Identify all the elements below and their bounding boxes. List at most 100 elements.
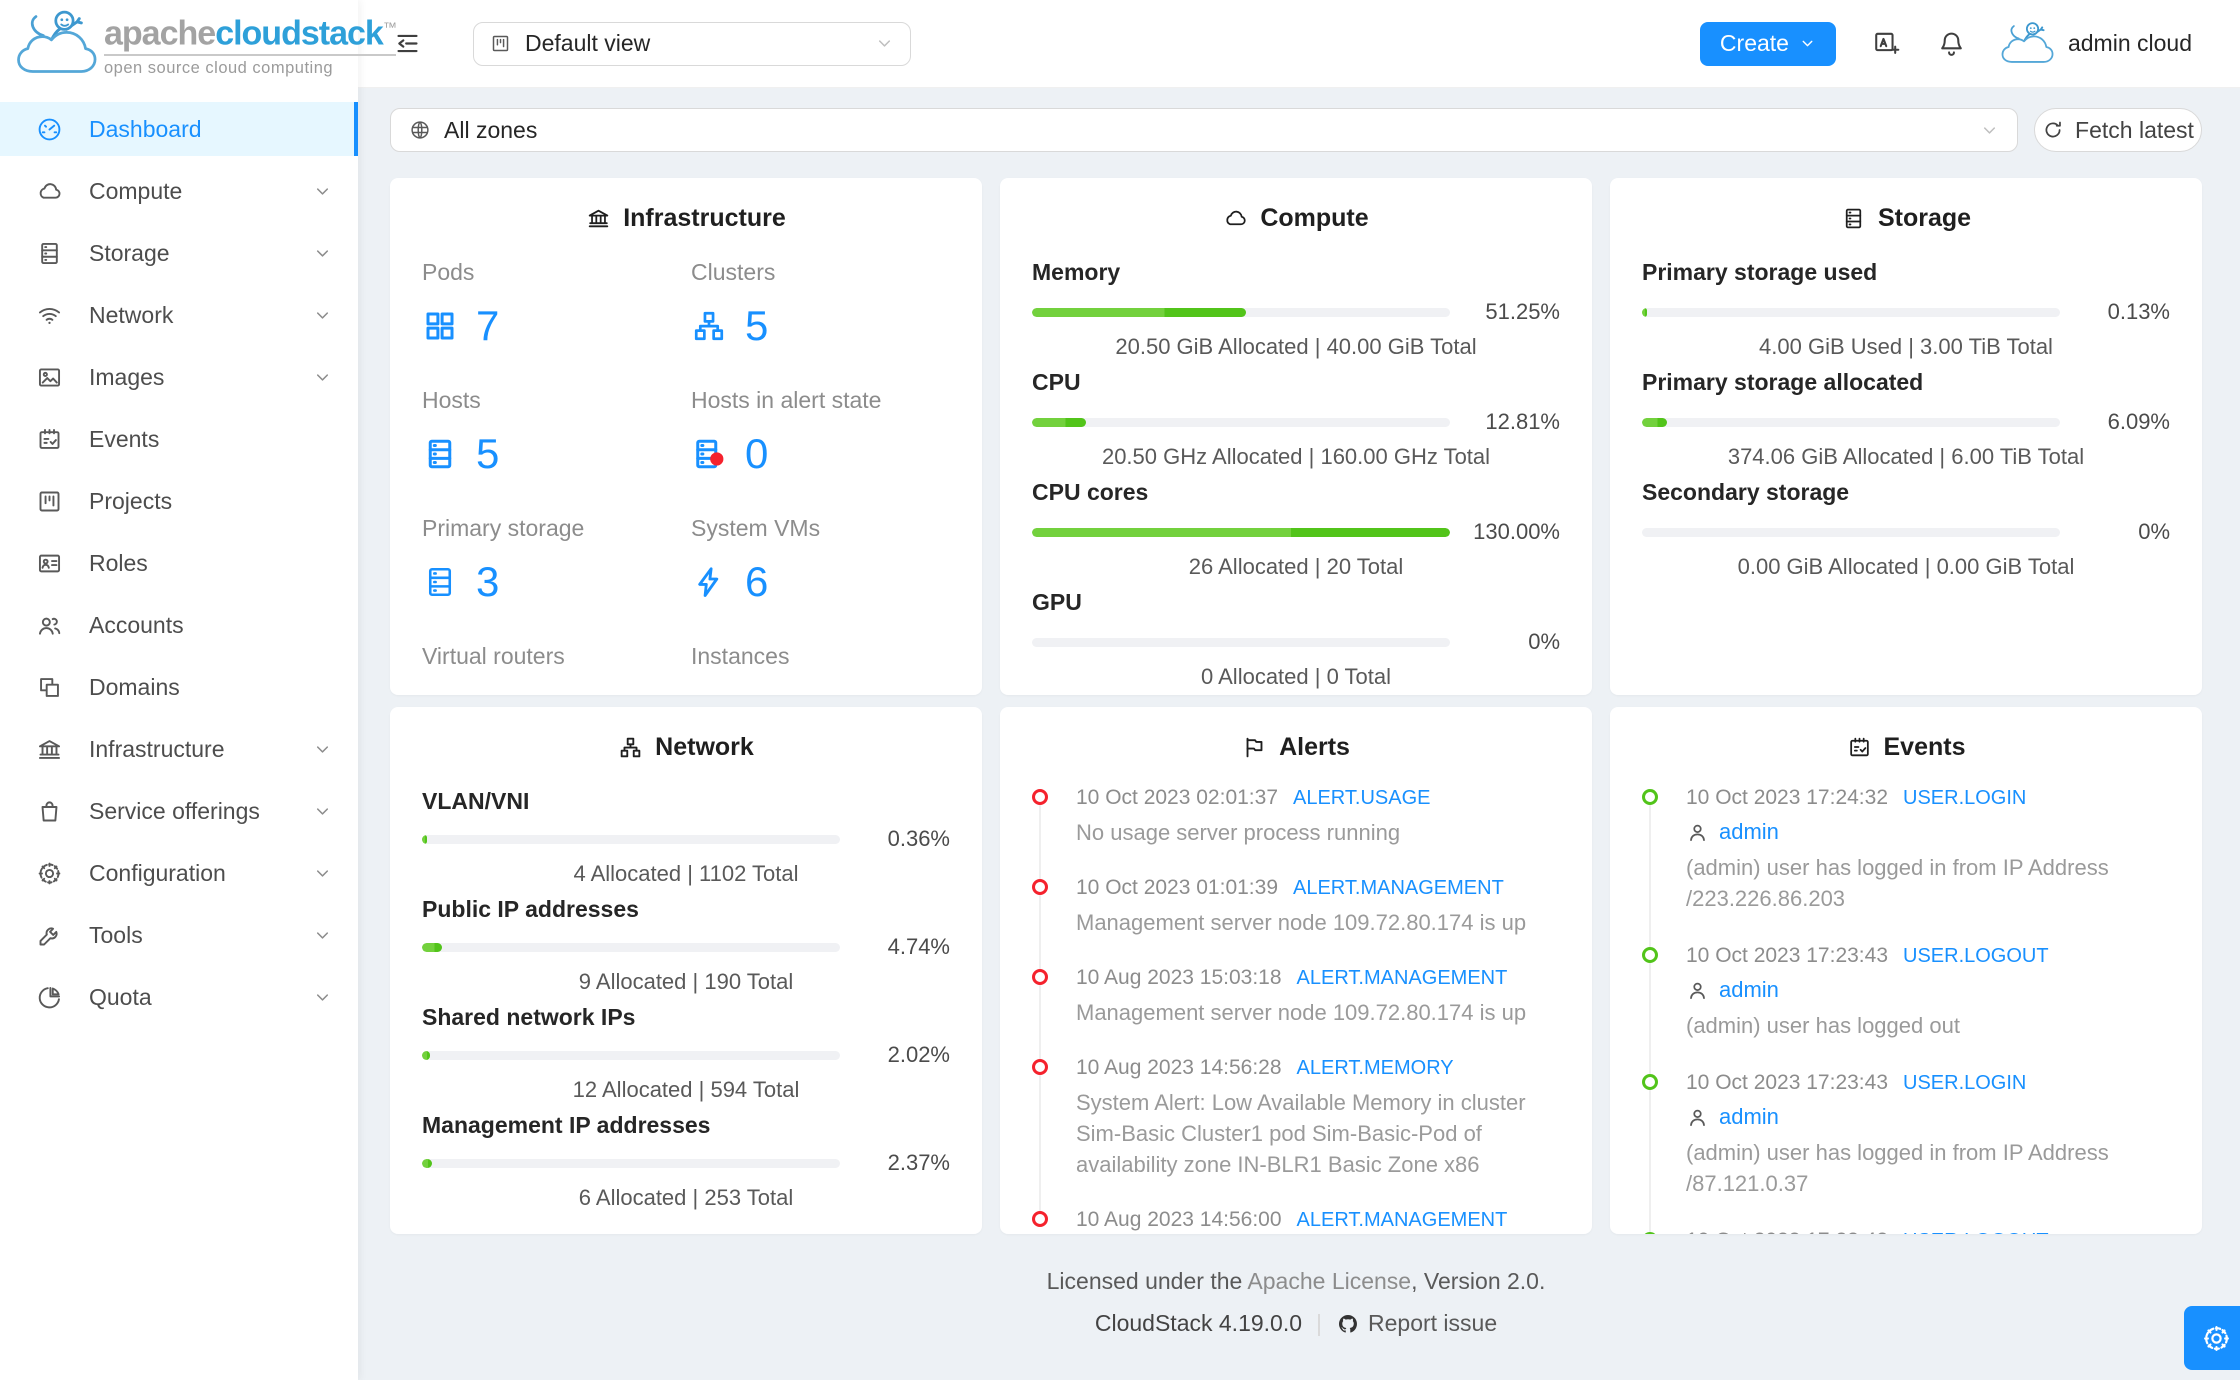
stat-value[interactable]: 5 — [745, 302, 769, 349]
sidebar-item-images[interactable]: Images — [0, 350, 358, 404]
sidebar-item-compute[interactable]: Compute — [0, 164, 358, 218]
meter-percent: 12.81% — [1485, 409, 1560, 434]
license-prefix: Licensed under the — [1046, 1268, 1248, 1294]
event-tag-link[interactable]: USER.LOGOUT — [1903, 1230, 2049, 1234]
chevron-down-icon — [313, 740, 332, 759]
meter-management-ips: Management IP addresses 2.37% 6 Allocate… — [422, 1112, 950, 1211]
meter-cpu-cores: CPU cores 130.00% 26 Allocated | 20 Tota… — [1032, 479, 1560, 580]
zone-selector[interactable]: All zones — [390, 108, 2018, 152]
app-logo[interactable]: apachecloudstack™ open source cloud comp… — [0, 0, 397, 88]
stat-value[interactable]: 6 — [745, 558, 769, 605]
event-user-link[interactable]: admin — [1686, 977, 2170, 1003]
translate-language-icon[interactable] — [1872, 29, 1901, 58]
apache-license-link[interactable]: Apache License — [1247, 1268, 1412, 1294]
report-issue-link[interactable]: Report issue — [1336, 1310, 1497, 1337]
sidebar-item-projects[interactable]: Projects — [0, 474, 358, 528]
meter-detail: 26 Allocated | 20 Total — [1188, 554, 1404, 579]
event-user-link[interactable]: admin — [1686, 819, 2170, 845]
report-issue-label: Report issue — [1368, 1310, 1498, 1336]
cloudmonkey-mascot-logo — [10, 6, 102, 82]
alert-time: 10 Aug 2023 14:56:00 — [1076, 1208, 1282, 1231]
stat-virtual-routers: Virtual routers 6 — [422, 643, 681, 695]
event-user-name[interactable]: admin — [1719, 819, 1779, 844]
stat-value[interactable]: 5 — [476, 430, 500, 477]
sidebar-item-quota[interactable]: Quota — [0, 970, 358, 1024]
stat-instances: Instances 12 — [691, 643, 950, 695]
meter-detail: 374.06 GiB Allocated | 6.00 TiB Total — [1727, 444, 2085, 469]
meter-detail: 4 Allocated | 1102 Total — [573, 861, 799, 886]
sidebar-collapse-icon[interactable] — [394, 30, 421, 57]
license-line: Licensed under the Apache License, Versi… — [390, 1268, 2202, 1295]
sidebar-item-label: Domains — [89, 673, 180, 700]
user-icon — [1686, 1106, 1709, 1129]
sidebar-item-infrastructure[interactable]: Infrastructure — [0, 722, 358, 776]
chevron-down-icon — [875, 34, 894, 53]
reload-icon — [2042, 119, 2064, 141]
stat-value[interactable]: 0 — [745, 430, 769, 477]
progress-track — [1032, 307, 1450, 317]
meter-percent: 6.09% — [2107, 409, 2170, 434]
user-avatar[interactable] — [1998, 19, 2056, 69]
progress-track — [422, 1158, 840, 1168]
event-tag-link[interactable]: USER.LOGOUT — [1903, 945, 2049, 967]
stat-value[interactable]: 12 — [745, 686, 792, 695]
sidebar-item-dashboard[interactable]: Dashboard — [0, 102, 358, 156]
meter-detail: 12 Allocated | 594 Total — [572, 1077, 800, 1102]
card-title-text: Storage — [1877, 204, 1972, 232]
stat-value[interactable]: 6 — [476, 686, 499, 695]
fork-icon — [422, 692, 458, 695]
sidebar-item-storage[interactable]: Storage — [0, 226, 358, 280]
network-card: Network VLAN/VNI 0.36% 4 Allocated | 110… — [390, 707, 982, 1234]
progress-track — [1642, 307, 2060, 317]
sidebar-item-roles[interactable]: Roles — [0, 536, 358, 590]
create-button[interactable]: Create — [1699, 21, 1836, 66]
sidebar-item-label: Quota — [89, 983, 152, 1010]
alert-item: 10 Oct 2023 01:01:39 ALERT.MANAGEMENT Man… — [1032, 876, 1560, 938]
sidebar-item-label: Images — [89, 363, 165, 390]
alert-tag-link[interactable]: ALERT.MEMORY — [1296, 1057, 1454, 1079]
alert-time: 10 Oct 2023 02:01:37 — [1076, 786, 1278, 809]
event-user-name[interactable]: admin — [1719, 977, 1779, 1002]
meter-label: CPU cores — [1032, 479, 1149, 505]
meter-percent: 0.36% — [887, 826, 950, 851]
meter-percent: 2.02% — [887, 1042, 950, 1067]
sidebar-item-service-offerings[interactable]: Service offerings — [0, 784, 358, 838]
events-card: Events 10 Oct 2023 17:24:32 USER.LOGIN ad… — [1610, 707, 2202, 1234]
sidebar-item-configuration[interactable]: Configuration — [0, 846, 358, 900]
sidebar-item-events[interactable]: Events — [0, 412, 358, 466]
create-button-label: Create — [1719, 30, 1789, 56]
notifications-bell-icon[interactable] — [1937, 29, 1966, 58]
stat-value[interactable]: 7 — [476, 302, 500, 349]
alert-dot — [1032, 789, 1048, 805]
user-name[interactable]: admin cloud — [2067, 30, 2192, 56]
alert-tag-link[interactable]: ALERT.MANAGEMENT — [1293, 877, 1504, 899]
database-icon — [36, 240, 63, 267]
sidebar-item-label: Compute — [89, 177, 183, 204]
infrastructure-card: Infrastructure Pods 7 Clusters 5 Hosts 5 — [390, 178, 982, 695]
meter-percent: 0.13% — [2107, 299, 2170, 324]
user-icon — [1686, 821, 1709, 844]
fetch-latest-button[interactable]: Fetch latest — [2034, 108, 2202, 152]
sidebar-item-network[interactable]: Network — [0, 288, 358, 342]
gear-icon — [2201, 1323, 2232, 1354]
view-selector[interactable]: Default view — [473, 21, 911, 66]
alert-tag-link[interactable]: ALERT.USAGE — [1293, 787, 1431, 809]
chevron-down-icon — [1799, 35, 1816, 52]
sidebar-item-domains[interactable]: Domains — [0, 660, 358, 714]
alert-tag-link[interactable]: ALERT.MANAGEMENT — [1296, 1209, 1508, 1231]
sidebar-item-accounts[interactable]: Accounts — [0, 598, 358, 652]
event-user-link[interactable]: admin — [1686, 1104, 2170, 1130]
chevron-down-icon — [313, 368, 332, 387]
meter-vlan: VLAN/VNI 0.36% 4 Allocated | 1102 Total — [422, 788, 950, 887]
event-user-name[interactable]: admin — [1719, 1104, 1779, 1129]
sidebar-item-tools[interactable]: Tools — [0, 908, 358, 962]
progress-track — [1642, 527, 2060, 537]
stat-label: Primary storage — [422, 515, 585, 541]
event-tag-link[interactable]: USER.LOGIN — [1903, 1072, 2027, 1094]
event-dot — [1642, 1232, 1658, 1234]
event-tag-link[interactable]: USER.LOGIN — [1903, 787, 2027, 809]
stat-value[interactable]: 3 — [476, 558, 500, 605]
alert-tag-link[interactable]: ALERT.MANAGEMENT — [1296, 967, 1508, 989]
meter-memory: Memory 51.25% 20.50 GiB Allocated | 40.0… — [1032, 259, 1560, 360]
theme-settings-button[interactable] — [2184, 1306, 2240, 1370]
